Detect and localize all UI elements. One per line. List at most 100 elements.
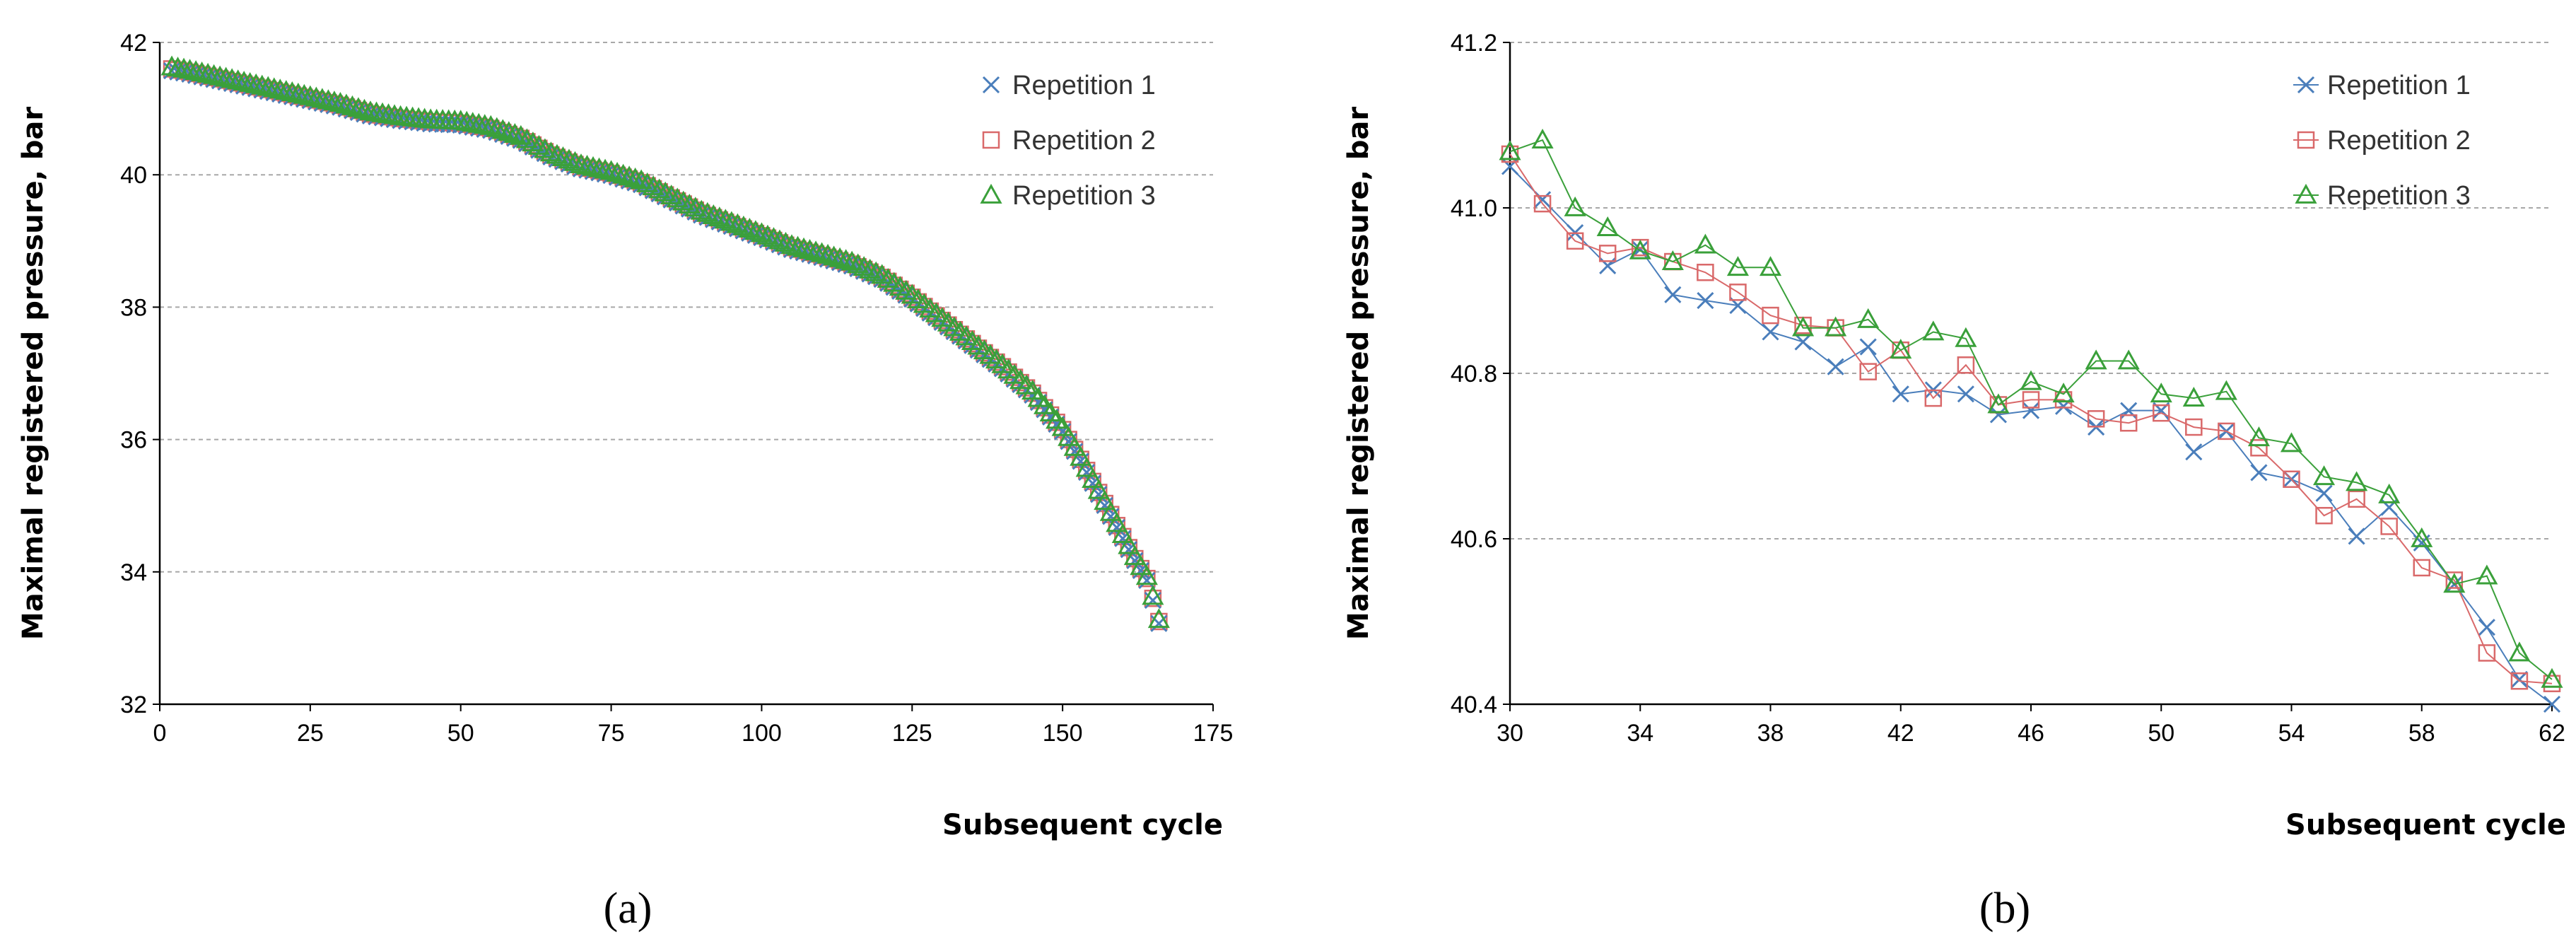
data-point (841, 250, 863, 271)
data-point (636, 172, 659, 192)
data-point (642, 175, 665, 196)
data-point (624, 167, 647, 187)
data-point (251, 74, 274, 95)
data-point (558, 148, 580, 169)
data-point (2346, 471, 2368, 491)
y-tick-label: 36 (120, 427, 147, 454)
data-point (1661, 250, 1684, 270)
data-point (726, 213, 749, 233)
legend-item: Repetition 1 (2293, 71, 2471, 100)
data-point (353, 98, 376, 119)
y-axis-label-b: Maximal registered pressure, bar (1342, 107, 1375, 640)
data-point (2543, 695, 2561, 713)
y-tick-label: 34 (120, 559, 147, 586)
data-point (2443, 573, 2466, 593)
data-point (2052, 383, 2075, 403)
legend-label: Repetition 3 (1012, 181, 1156, 211)
data-point (275, 80, 298, 100)
data-point (2247, 426, 2270, 447)
data-point (1150, 612, 1168, 631)
series-repetition-3 (160, 55, 1170, 629)
data-point (172, 57, 195, 78)
data-point (1130, 555, 1152, 576)
data-point (2315, 506, 2333, 525)
panel-caption-b: (b) (1979, 885, 2030, 933)
data-point (2182, 387, 2205, 407)
data-point (221, 68, 243, 88)
data-point (335, 93, 358, 114)
data-point (179, 59, 201, 79)
x-tick-label: 42 (1887, 720, 1914, 747)
y-tick-label: 41.2 (1451, 30, 1497, 57)
data-point (1859, 338, 1877, 356)
x-tick-label: 75 (598, 720, 625, 747)
data-point (1989, 406, 2007, 424)
data-point (768, 229, 791, 250)
data-point (1794, 333, 1812, 351)
data-point (744, 220, 767, 240)
data-point (1697, 291, 1714, 310)
data-point (263, 77, 286, 98)
panel-caption-a: (a) (604, 885, 652, 933)
x-tick-label: 150 (1043, 720, 1083, 747)
data-point (2445, 571, 2464, 589)
data-point (672, 190, 695, 211)
data-point (209, 65, 231, 86)
data-point (2087, 410, 2105, 428)
data-point (660, 185, 683, 205)
y-axis-label-a: Maximal registered pressure, bar (17, 107, 49, 640)
tick-labels-a: 32 34 36 38 40 42 0 25 50 75 100 125 150 175 (120, 30, 1233, 747)
data-point (191, 61, 213, 81)
data-point (1629, 239, 1651, 259)
data-point (287, 82, 310, 103)
data-point (1827, 358, 1844, 375)
data-point (792, 237, 815, 257)
data-point (233, 71, 255, 91)
legend-item: Repetition 2 (982, 126, 1156, 156)
data-point (1534, 191, 1552, 209)
data-point (1955, 327, 1977, 347)
data-point (160, 55, 183, 76)
x-tick-label: 54 (2278, 720, 2305, 747)
series-repetition-2 (1501, 145, 2561, 692)
data-point (1632, 240, 1649, 258)
x-tick-label: 50 (2148, 720, 2174, 747)
legend-marker (2295, 183, 2317, 204)
data-point (774, 231, 797, 252)
data-point (570, 153, 592, 174)
legend-marker (2297, 131, 2315, 149)
data-point (2218, 422, 2235, 441)
data-point (305, 86, 327, 107)
data-point (1598, 245, 1617, 262)
data-point (2315, 484, 2333, 502)
data-point (702, 204, 725, 224)
data-point (823, 245, 845, 266)
data-point (479, 115, 502, 135)
data-point (1144, 589, 1162, 607)
data-point (257, 76, 279, 96)
data-point (1726, 256, 1749, 276)
data-point (197, 62, 219, 83)
data-point (756, 224, 779, 245)
legend-marker (982, 76, 1000, 94)
y-tick-label: 41.0 (1451, 195, 1497, 222)
data-point (1499, 140, 1521, 161)
data-point (203, 64, 226, 84)
data-point (527, 134, 550, 155)
data-point (2476, 564, 2498, 585)
data-point (2250, 439, 2268, 457)
data-point (666, 187, 689, 208)
data-point (2185, 418, 2203, 436)
data-point (618, 165, 640, 186)
data-point (1759, 256, 1782, 276)
data-point (835, 249, 857, 269)
data-point (1566, 232, 1584, 250)
data-point (245, 73, 267, 93)
data-point (1058, 426, 1080, 446)
data-point (293, 83, 315, 104)
data-point (762, 227, 785, 247)
data-point (594, 158, 616, 179)
x-tick-label: 125 (892, 720, 932, 747)
x-tick-label: 100 (742, 720, 782, 747)
data-point (2185, 443, 2203, 461)
